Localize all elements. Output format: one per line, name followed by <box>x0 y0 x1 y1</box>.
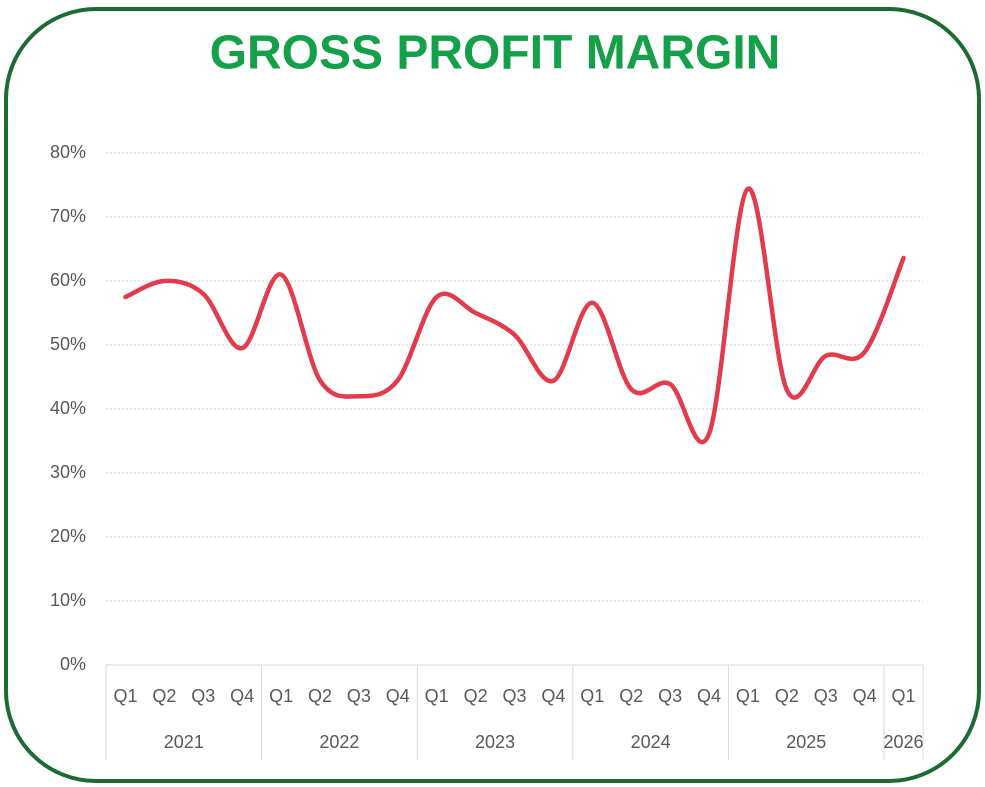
chart-title: GROSS PROFIT MARGIN <box>210 27 781 80</box>
x-tick-label: Q3 <box>502 686 526 706</box>
x-tick-label: Q3 <box>191 686 215 706</box>
x-tick-label: Q3 <box>658 686 682 706</box>
x-tick-label: Q1 <box>425 686 449 706</box>
x-group-label: 2024 <box>631 732 671 752</box>
x-tick-label: Q4 <box>697 686 721 706</box>
y-tick-label: 80% <box>50 142 86 162</box>
x-tick-label: Q2 <box>308 686 332 706</box>
y-tick-label: 30% <box>50 462 86 482</box>
x-group-label: 2026 <box>884 732 924 752</box>
y-tick-label: 40% <box>50 398 86 418</box>
x-tick-label: Q1 <box>269 686 293 706</box>
x-group-label: 2023 <box>475 732 515 752</box>
chart-border <box>4 7 981 783</box>
x-tick-label: Q2 <box>619 686 643 706</box>
x-tick-label: Q4 <box>386 686 410 706</box>
x-tick-label: Q3 <box>814 686 838 706</box>
x-group-label: 2022 <box>319 732 359 752</box>
y-tick-label: 50% <box>50 334 86 354</box>
x-tick-label: Q1 <box>580 686 604 706</box>
y-tick-label: 20% <box>50 526 86 546</box>
x-tick-label: Q4 <box>853 686 877 706</box>
x-tick-label: Q3 <box>347 686 371 706</box>
x-group-label: 2021 <box>164 732 204 752</box>
x-tick-label: Q4 <box>230 686 254 706</box>
line <box>123 186 906 445</box>
y-tick-label: 70% <box>50 206 86 226</box>
x-tick-label: Q4 <box>541 686 565 706</box>
y-tick-label: 60% <box>50 270 86 290</box>
x-tick-label: Q2 <box>775 686 799 706</box>
x-tick-label: Q1 <box>892 686 916 706</box>
x-group-label: 2025 <box>786 732 826 752</box>
y-tick-label: 0% <box>60 654 86 674</box>
x-tick-label: Q1 <box>113 686 137 706</box>
x-tick-label: Q2 <box>464 686 488 706</box>
y-tick-label: 10% <box>50 590 86 610</box>
x-tick-label: Q1 <box>736 686 760 706</box>
x-tick-label: Q2 <box>152 686 176 706</box>
